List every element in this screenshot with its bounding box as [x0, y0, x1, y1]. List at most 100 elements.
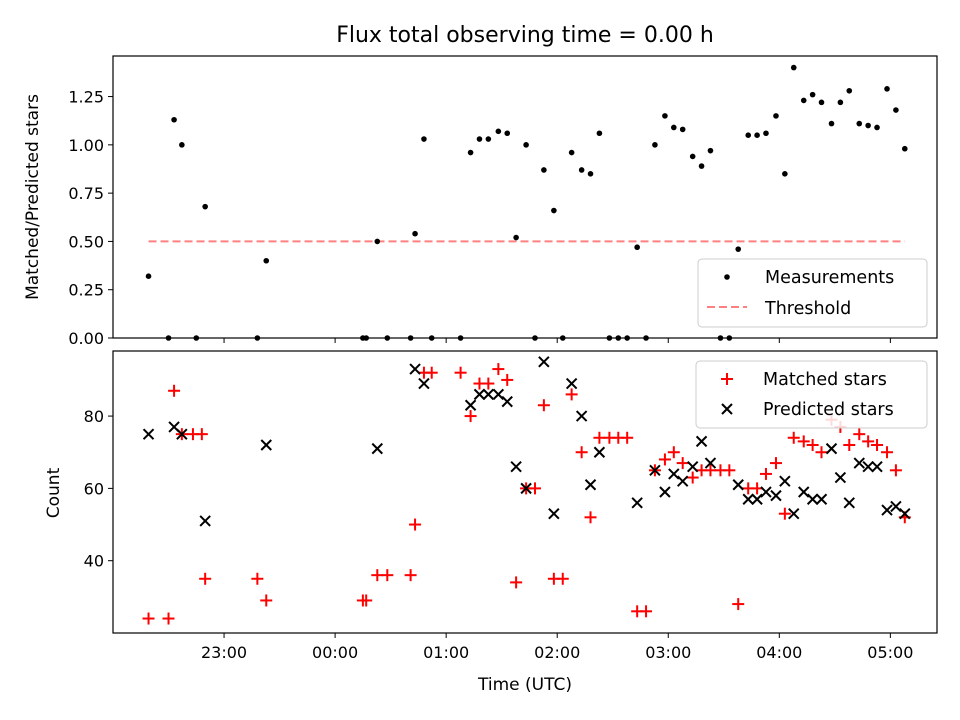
predicted-star-point: [649, 464, 661, 477]
predicted-star-point: [760, 486, 772, 498]
matched-star-point: [464, 410, 477, 423]
predicted-star-point: [501, 395, 513, 408]
bottom-x-ticks: 23:00 00:00 01:00 02:00 03:00 04:00 05:00: [201, 633, 913, 662]
measurement-point: [495, 128, 502, 135]
measurement-point: [763, 130, 769, 137]
matched-star-point: [621, 431, 634, 444]
top-ytick-label: 0.75: [68, 184, 104, 203]
matched-star-point: [759, 467, 772, 480]
measurement-point: [596, 130, 603, 137]
measurement-point: [856, 120, 863, 127]
measurement-point: [504, 130, 511, 137]
predicted-star-point: [815, 493, 828, 505]
predicted-star-point: [473, 388, 486, 401]
measurement-point: [893, 107, 899, 113]
measurement-point: [809, 91, 816, 98]
chart-title: Flux total observing time = 0.00 h: [336, 23, 714, 48]
predicted-star-point: [492, 388, 505, 401]
predicted-star-point: [871, 460, 883, 473]
predicted-star-point: [788, 507, 800, 520]
measurement-point: [865, 122, 871, 129]
predicted-star-point: [695, 435, 708, 448]
predicted-star-point: [199, 515, 211, 527]
top-legend-box: [697, 258, 928, 328]
bottom-xtick-label: 04:00: [756, 643, 802, 662]
matched-star-point: [676, 457, 689, 470]
measurement-point: [485, 136, 492, 142]
predicted-star-point: [176, 428, 188, 440]
measurement-point: [263, 257, 270, 264]
legend-predicted-marker: [721, 403, 733, 415]
bottom-y-ticks: 40 60 80: [84, 407, 113, 571]
legend-matched-label: Matched stars: [763, 370, 887, 390]
predicted-star-point: [779, 475, 791, 487]
measurement-point: [800, 97, 807, 104]
matched-star-point: [853, 428, 866, 441]
measurement-point: [846, 87, 853, 94]
legend-measurements-marker: [724, 274, 730, 280]
top-legend: Measurements Threshold: [697, 258, 928, 328]
matched-star-point: [162, 612, 175, 625]
measurement-point: [689, 153, 696, 160]
predicted-star-point: [520, 482, 532, 495]
matched-star-point: [260, 594, 273, 607]
measurement-point: [754, 132, 760, 138]
predicted-star-point: [899, 507, 911, 520]
matched-star-point: [871, 439, 884, 451]
matched-star-point: [806, 439, 819, 451]
measurement-point: [551, 207, 557, 214]
top-series: [145, 64, 908, 341]
matched-star-point: [168, 384, 181, 397]
predicted-star-point: [631, 497, 643, 509]
measurement-point: [202, 203, 208, 210]
measurement-point: [568, 149, 575, 156]
measurement-point: [745, 132, 752, 138]
measurement-point: [374, 238, 381, 245]
predicted-star-point: [732, 479, 744, 491]
matched-star-point: [723, 464, 736, 477]
predicted-star-point: [668, 468, 680, 480]
predicted-star-point: [482, 388, 495, 401]
predicted-star-point: [742, 493, 754, 505]
predicted-star-point: [704, 457, 717, 469]
matched-star-point: [640, 605, 653, 618]
matched-star-point: [584, 511, 597, 524]
matched-star-point: [492, 363, 505, 376]
measurement-point: [874, 124, 880, 131]
predicted-star-point: [538, 356, 550, 368]
matched-star-point: [732, 598, 745, 611]
legend-measurements-label: Measurements: [765, 268, 894, 288]
measurement-point: [412, 230, 418, 237]
matched-star-point: [510, 576, 523, 589]
matched-star-point: [142, 612, 155, 625]
measurement-point: [773, 113, 779, 119]
bottom-xtick-label: 00:00: [312, 643, 358, 662]
measurement-point: [541, 167, 547, 173]
bottom-xtick-label: 01:00: [423, 643, 469, 662]
predicted-star-point: [834, 471, 847, 484]
bottom-y-axis-label: Count: [44, 467, 64, 518]
bottom-ytick-label: 40: [84, 552, 104, 571]
measurement-point: [634, 244, 640, 251]
matched-star-point: [360, 594, 373, 607]
bottom-ytick-label: 80: [84, 407, 104, 426]
bottom-panel: Count Time (UTC) 40 60 80 23:00 00:00 01:00 0…: [44, 350, 938, 695]
matched-star-point: [537, 399, 550, 412]
bottom-series: [142, 356, 911, 625]
measurement-point: [679, 126, 686, 133]
top-ytick-label: 1.25: [68, 88, 104, 107]
top-panel: Flux total observing time = 0.00 h Match…: [23, 23, 938, 348]
matched-star-point: [769, 457, 782, 470]
matched-star-point: [404, 569, 417, 582]
predicted-star-point: [409, 363, 421, 375]
measurement-point: [513, 234, 519, 241]
measurement-point: [698, 163, 705, 169]
legend-threshold-label: Threshold: [764, 299, 851, 319]
measurement-point: [707, 147, 714, 154]
bottom-xtick-label: 02:00: [534, 643, 580, 662]
measurement-point: [662, 113, 668, 119]
matched-star-point: [575, 446, 588, 459]
measurement-point: [818, 99, 825, 106]
measurement-point: [790, 64, 797, 71]
predicted-star-point: [881, 504, 893, 516]
